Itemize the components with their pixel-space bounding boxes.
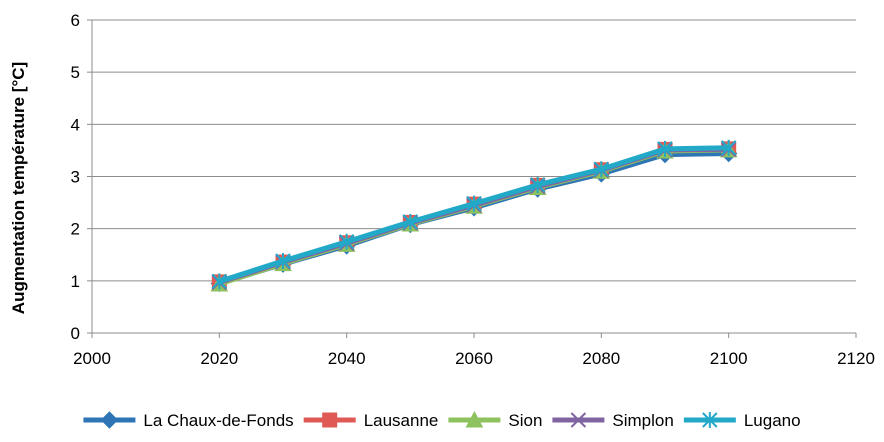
series-4 [211,139,737,290]
data-point-4-6 [593,161,610,178]
legend-label-0: La Chaux-de-Fonds [143,411,293,430]
gridlines [92,19,856,282]
y-tick-label-3: 3 [71,168,80,187]
x-tick-label-6: 2120 [837,349,875,368]
series-line-0 [216,151,732,286]
x-tick-label-2: 2040 [328,349,366,368]
y-tick-label-1: 1 [71,272,80,291]
data-point-4-0 [211,273,228,290]
legend-label-1: Lausanne [364,411,439,430]
y-tick-label-2: 2 [71,220,80,239]
data-point-4-3 [402,213,419,230]
data-point-4-5 [529,176,546,193]
y-axis-label: Augmentation température [°C] [9,62,28,314]
legend-marker-3 [570,412,587,428]
legend-marker-0 [100,411,119,429]
x-tick-label-0: 2000 [73,349,111,368]
legend-item-1: Lausanne [303,411,439,430]
legend-item-3: Simplon [552,411,674,430]
series-lines [210,139,738,293]
axes [87,19,857,338]
legend-label-4: Lugano [744,411,801,430]
y-tick-label-0: 0 [71,324,80,343]
y-tick-label-6: 6 [71,11,80,30]
legend-marker-4 [702,412,718,428]
data-point-4-8 [720,139,737,156]
tick-labels: 0 1 2 3 4 5 6 2000 2020 2040 2060 2080 2100 2120 [71,11,875,368]
data-point-4-7 [657,140,673,157]
x-tick-label-5: 2100 [710,349,748,368]
legend-label-2: Sion [508,411,542,430]
legend-marker-2 [465,410,484,428]
legend-label-3: Simplon [612,411,673,430]
x-tick-label-4: 2080 [582,349,620,368]
x-tick-label-3: 2060 [455,349,493,368]
legend-item-4: Lugano [683,411,801,430]
y-tick-label-4: 4 [71,115,80,134]
x-tick-label-1: 2020 [200,349,238,368]
y-tick-label-5: 5 [71,63,80,82]
data-point-4-1 [275,253,291,270]
legend-item-2: Sion [448,410,542,430]
legend: La Chaux-de-Fonds Lausanne Sion Simplon Luga… [83,410,801,430]
series-line-2 [216,147,732,287]
data-point-4-4 [466,195,482,212]
legend-marker-1 [322,412,338,428]
data-point-4-2 [338,233,355,250]
legend-item-0: La Chaux-de-Fonds [83,411,294,430]
